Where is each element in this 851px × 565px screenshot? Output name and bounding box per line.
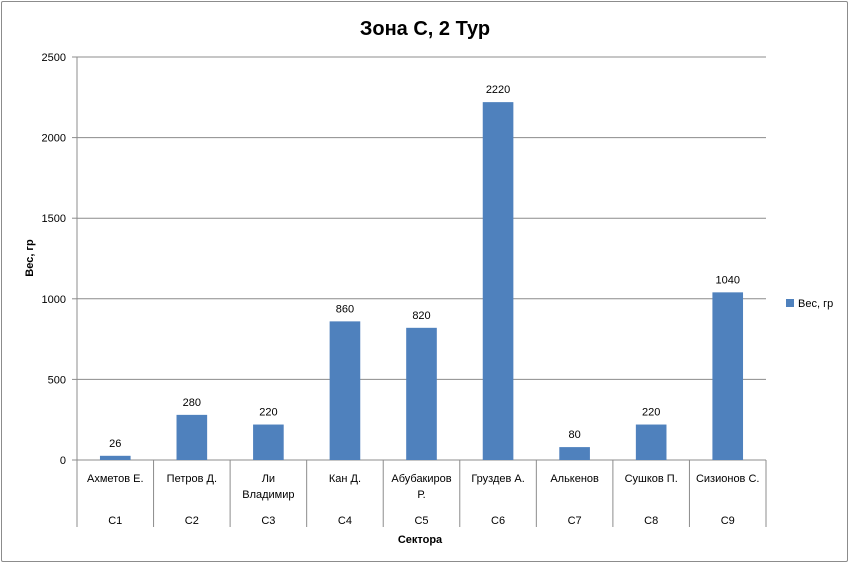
bar: [329, 321, 361, 460]
data-label: 2220: [486, 84, 510, 96]
data-label: 220: [259, 407, 277, 419]
y-tick-label: 0: [60, 455, 66, 467]
category-name-label: Ли: [262, 473, 275, 485]
bar: [406, 327, 437, 460]
y-axis-label: Вес, гр: [24, 239, 36, 277]
chart-title: Зона С, 2 Тур: [360, 18, 490, 40]
legend-swatch: [786, 299, 794, 307]
data-label: 820: [412, 310, 430, 322]
category-name-label: Алькенов: [550, 473, 599, 485]
gridlines: [77, 56, 766, 380]
category-name-label: Владимир: [242, 489, 294, 501]
category-name-label: Сизионов С.: [696, 473, 760, 485]
category-group-label: С5: [414, 515, 428, 527]
legend-label: Вес, гр: [798, 298, 833, 310]
category-group-label: С4: [338, 515, 352, 527]
bars: 26 280 220 860 820 2220 80 220 1040: [99, 84, 744, 461]
y-tick-label: 2500: [42, 52, 66, 64]
category-name-label: Кан Д.: [329, 473, 361, 485]
category-group-label: С1: [108, 515, 122, 527]
tick-labels: 0 500 1000 1500 2000 2500: [42, 52, 66, 467]
bar: [712, 292, 744, 460]
bar: [559, 447, 590, 460]
y-tick-label: 1500: [42, 213, 66, 225]
category-name-label: Груздев А.: [471, 473, 524, 485]
bar: [176, 414, 208, 460]
category-name-label: Ахметов Е.: [87, 473, 143, 485]
bar: [635, 424, 667, 460]
data-label: 1040: [715, 274, 739, 286]
y-tick-label: 1000: [42, 294, 66, 306]
bar: [482, 102, 514, 461]
y-tick-label: 500: [48, 374, 66, 386]
category-group-label: С6: [491, 515, 505, 527]
category-name-label: Р.: [417, 489, 425, 501]
bar: [253, 424, 284, 460]
category-group-label: С2: [185, 515, 199, 527]
bar: [99, 455, 131, 460]
legend: Вес, гр: [786, 298, 833, 310]
data-label: 280: [183, 397, 201, 409]
category-labels: Ахметов Е. С1 Петров Д. С2 Ли Владимир С3 Кан Д…: [87, 473, 759, 527]
data-label: 80: [568, 429, 580, 441]
category-group-label: С9: [721, 515, 735, 527]
data-label: 26: [109, 438, 121, 450]
category-group-label: С3: [261, 515, 275, 527]
category-name-label: Сушков П.: [625, 473, 678, 485]
category-name-label: Абубакиров: [391, 473, 451, 485]
category-group-label: С8: [644, 515, 658, 527]
data-label: 220: [642, 407, 660, 419]
x-axis-label: Сектора: [398, 534, 443, 546]
category-group-label: С7: [568, 515, 582, 527]
category-name-label: Петров Д.: [167, 473, 217, 485]
y-tick-label: 2000: [42, 133, 66, 145]
data-label: 860: [336, 303, 354, 315]
